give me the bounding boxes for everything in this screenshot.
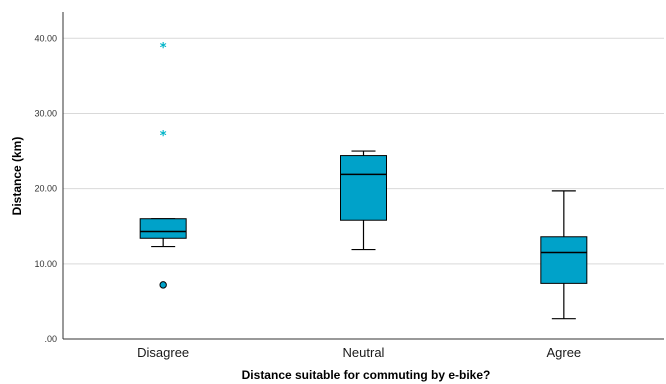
y-axis-title: Distance (km) bbox=[10, 137, 24, 216]
iqr-box bbox=[540, 236, 588, 284]
y-tick-layer: .00 10.00 20.00 30.00 40.00 bbox=[34, 33, 57, 344]
y-tick-label: 10.00 bbox=[34, 259, 57, 269]
y-tick-label: 30.00 bbox=[34, 108, 57, 118]
x-category-label: Disagree bbox=[137, 345, 189, 360]
extreme-point: * bbox=[160, 129, 167, 144]
x-category-label: Neutral bbox=[343, 345, 385, 360]
iqr-box bbox=[139, 218, 187, 239]
outlier-point bbox=[159, 281, 167, 289]
extreme-point: * bbox=[160, 41, 167, 56]
box-group-neutral bbox=[340, 150, 387, 251]
x-category-layer: Disagree Neutral Agree bbox=[137, 345, 581, 360]
x-axis-title: Distance suitable for commuting by e-bik… bbox=[242, 368, 491, 382]
box-layer: ** bbox=[139, 41, 588, 320]
box-group-disagree: ** bbox=[139, 41, 187, 289]
y-tick-label: 20.00 bbox=[34, 184, 57, 194]
y-tick-label: 40.00 bbox=[34, 33, 57, 43]
x-category-label: Agree bbox=[546, 345, 581, 360]
box-group-agree bbox=[540, 190, 588, 320]
iqr-box bbox=[340, 155, 387, 221]
y-tick-label: .00 bbox=[44, 334, 57, 344]
axis-layer bbox=[62, 12, 664, 340]
